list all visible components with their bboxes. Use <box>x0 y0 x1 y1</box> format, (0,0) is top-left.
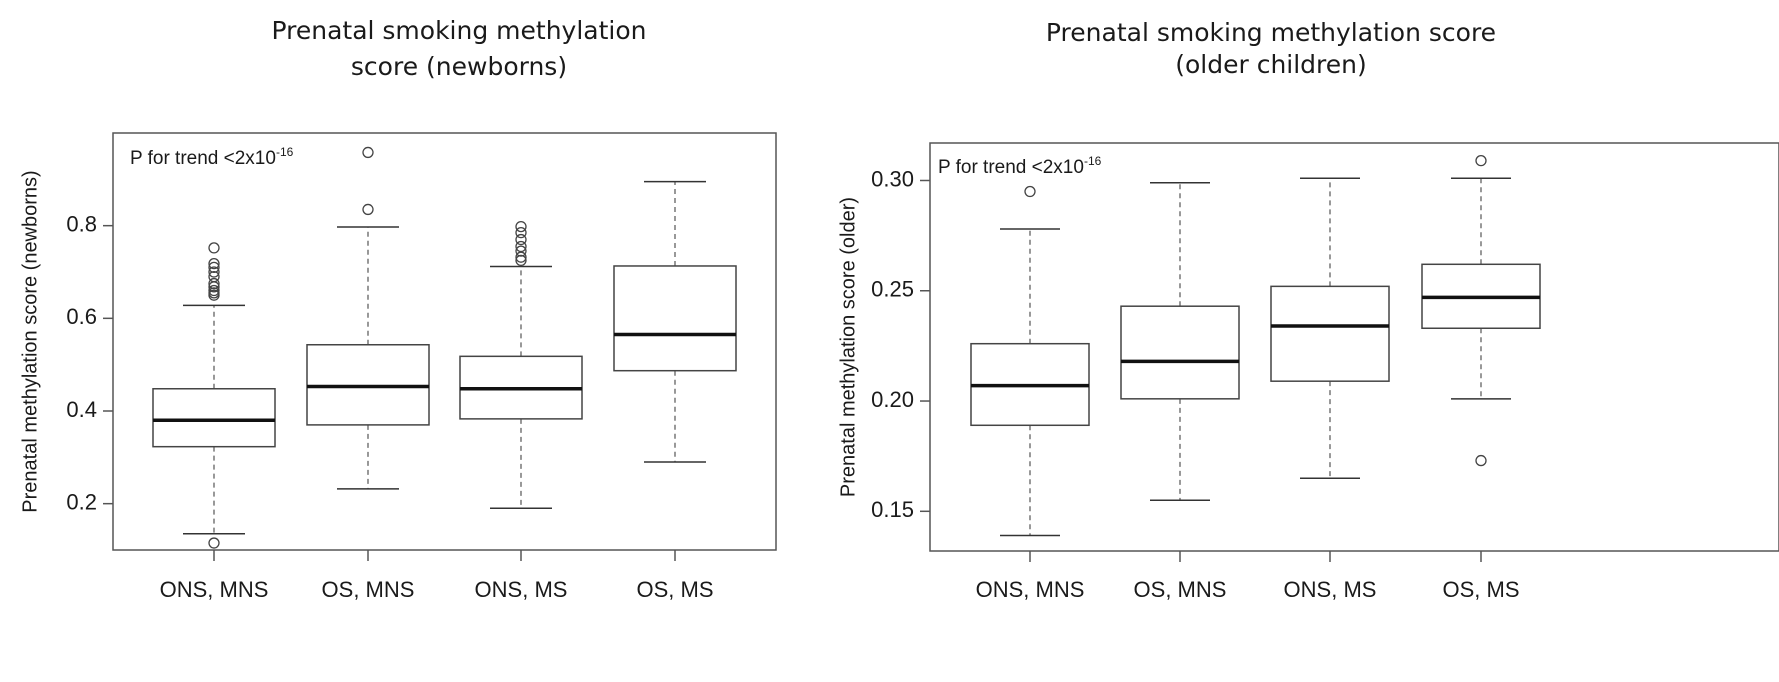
plot-frame <box>112 132 777 551</box>
x-tick-label: OS, MS <box>636 577 713 602</box>
x-tick-label: ONS, MS <box>475 577 568 602</box>
outlier-point <box>1475 154 1487 167</box>
plot-frame <box>929 142 1779 552</box>
outlier-point <box>362 203 374 216</box>
interquartile-box <box>613 265 737 372</box>
box-2 <box>306 146 430 490</box>
x-tick-label: ONS, MNS <box>976 577 1085 602</box>
chart-title-line-1: Prenatal smoking methylation <box>271 16 646 45</box>
outlier-point <box>1475 454 1487 467</box>
interquartile-box <box>1120 305 1240 400</box>
p-trend-text: P for trend <2x10 <box>938 157 1084 178</box>
outlier-point <box>515 220 527 233</box>
outlier-point <box>208 266 220 278</box>
interquartile-box <box>1270 285 1390 382</box>
outlier-point <box>515 245 527 257</box>
outlier-point <box>515 251 527 263</box>
outlier-point <box>362 146 374 159</box>
p-trend-annotation: P for trend <2x10-16 <box>938 154 1102 178</box>
y-tick-label: 0.25 <box>871 277 914 302</box>
x-tick-label: OS, MNS <box>322 577 415 602</box>
outlier-point <box>208 242 220 254</box>
outlier-point <box>515 254 527 267</box>
y-tick-label: 0.4 <box>66 397 97 422</box>
y-tick-label: 0.15 <box>871 497 914 522</box>
chart-title-line-1: Prenatal smoking methylation score <box>1046 18 1496 47</box>
outlier-point <box>515 233 527 246</box>
outlier-point <box>1024 185 1036 198</box>
outlier-point <box>208 537 220 549</box>
box-1 <box>152 242 276 549</box>
p-trend-exponent: -16 <box>1084 154 1102 168</box>
y-tick-label: 0.8 <box>66 211 97 236</box>
y-tick-label: 0.6 <box>66 304 97 329</box>
p-trend-exponent: -16 <box>276 145 294 159</box>
y-axis-label: Prenatal methylation score (newborns) <box>19 170 41 512</box>
p-trend-text: P for trend <2x10 <box>130 148 276 169</box>
newborns-boxplot-panel: Prenatal smoking methylation score (newbo… <box>19 16 777 602</box>
x-tick-label: OS, MNS <box>1134 577 1227 602</box>
y-tick-label: 0.2 <box>66 489 97 514</box>
outlier-point <box>208 258 220 270</box>
box-4 <box>613 180 737 463</box>
x-tick-label: ONS, MNS <box>160 577 269 602</box>
box-2 <box>1120 181 1240 502</box>
x-tick-label: OS, MS <box>1442 577 1519 602</box>
interquartile-box <box>152 388 276 448</box>
chart-title-line-2: score (newborns) <box>351 52 567 81</box>
y-axis-label: Prenatal methylation score (older) <box>837 197 859 497</box>
outlier-point <box>515 240 527 253</box>
box-1 <box>970 185 1090 537</box>
x-tick-label: ONS, MS <box>1284 577 1377 602</box>
outlier-point <box>208 261 220 274</box>
chart-title-line-2: (older children) <box>1175 50 1367 79</box>
y-tick-label: 0.20 <box>871 387 914 412</box>
outlier-point <box>208 284 220 297</box>
outlier-point <box>208 277 220 290</box>
older-children-boxplot-panel: Prenatal smoking methylation score (older… <box>837 18 1779 602</box>
outlier-point <box>515 226 527 239</box>
outlier-point <box>208 270 220 283</box>
box-3 <box>459 220 583 510</box>
outlier-point <box>208 287 220 299</box>
p-trend-annotation: P for trend <2x10-16 <box>130 145 294 169</box>
box-4 <box>1421 154 1541 467</box>
y-tick-label: 0.30 <box>871 166 914 191</box>
box-3 <box>1270 177 1390 479</box>
